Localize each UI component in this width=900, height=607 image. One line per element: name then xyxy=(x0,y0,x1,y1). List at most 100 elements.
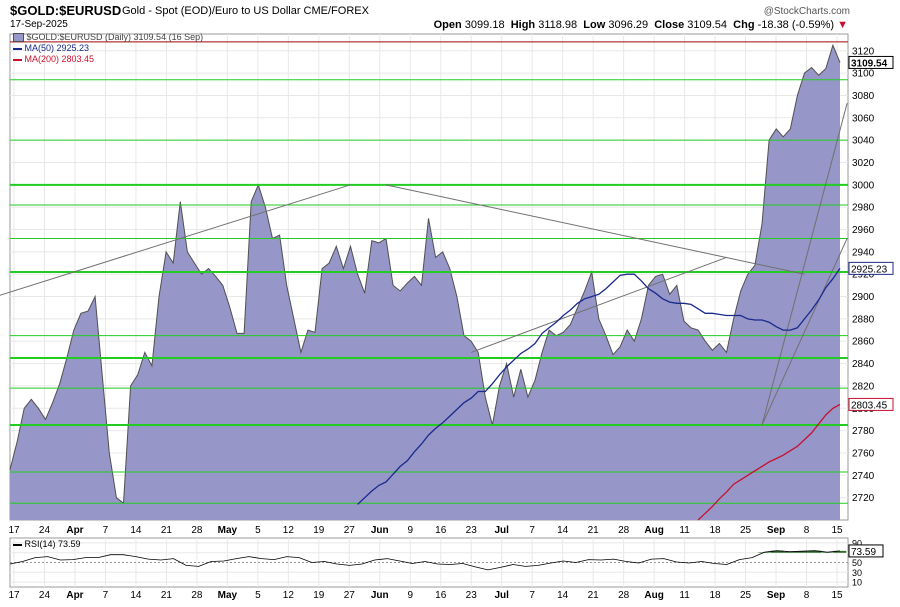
rsi-y-tick-label: 10 xyxy=(852,578,862,588)
rsi-x-tick-label: Aug xyxy=(644,590,663,601)
x-tick-label: 27 xyxy=(344,525,356,536)
y-tick-label: 2840 xyxy=(852,359,875,370)
legend-ma50-label: MA(50) 2925.23 xyxy=(24,43,90,53)
y-tick-label: 2920 xyxy=(852,270,875,281)
rsi-x-tick-label: Jun xyxy=(371,590,389,601)
y-tick-label: 2720 xyxy=(852,493,875,504)
trend-line xyxy=(385,184,805,275)
high-value: 3118.98 xyxy=(538,19,578,31)
x-tick-label: 5 xyxy=(255,525,261,536)
x-tick-label: 21 xyxy=(588,525,600,536)
rsi-x-tick-label: Sep xyxy=(767,590,785,601)
rsi-y-tick-label: 50 xyxy=(852,558,862,568)
ma200-tag-box xyxy=(848,397,894,411)
chart-date: 17-Sep-2025 xyxy=(10,19,68,30)
rsi-x-tick-label: 11 xyxy=(679,590,690,601)
rsi-x-tick-label: 7 xyxy=(103,590,109,601)
rsi-y-tick-label: 30 xyxy=(852,568,862,578)
trend-line xyxy=(761,238,848,426)
low-value: 3096.29 xyxy=(608,19,649,31)
x-tick-label: 7 xyxy=(529,525,535,536)
rsi-x-tick-label: Jul xyxy=(494,590,509,601)
symbol-title: $GOLD:$EURUSD xyxy=(10,3,122,18)
y-tick-label: 2960 xyxy=(852,225,875,236)
x-tick-label: May xyxy=(218,525,238,536)
rsi-x-tick-label: 25 xyxy=(740,590,752,601)
legend-ma200: MA(200) 2803.45 xyxy=(13,54,94,64)
y-tick-label: 3120 xyxy=(852,46,875,57)
ma50-swatch-icon xyxy=(13,47,22,50)
legend-main-label: $GOLD:$EURUSD (Daily) 3109.54 (16 Sep) xyxy=(26,32,204,42)
x-tick-label: 17 xyxy=(8,525,20,536)
rsi-x-tick-label: 19 xyxy=(313,590,325,601)
y-tick-label: 2780 xyxy=(852,426,875,437)
rsi-x-tick-label: 15 xyxy=(831,590,843,601)
x-tick-label: Jun xyxy=(371,525,389,536)
rsi-x-tick-label: 12 xyxy=(283,590,295,601)
ma200-line xyxy=(697,403,841,521)
x-tick-label: 25 xyxy=(740,525,752,536)
rsi-x-tick-label: 9 xyxy=(407,590,413,601)
x-tick-label: 8 xyxy=(804,525,810,536)
ohlc-readout: Open 3099.18 High 3118.98 Low 3096.29 Cl… xyxy=(434,19,848,31)
x-tick-label: 18 xyxy=(710,525,722,536)
x-tick-label: 7 xyxy=(103,525,109,536)
trend-line xyxy=(761,103,848,426)
stockcharts-credit: @StockCharts.com xyxy=(763,6,850,17)
x-tick-label: Apr xyxy=(66,525,83,536)
down-arrow-icon: ▼ xyxy=(837,19,848,31)
rsi-x-tick-label: 14 xyxy=(557,590,569,601)
x-tick-label: 11 xyxy=(679,525,690,536)
chg-label: Chg xyxy=(733,19,755,31)
y-tick-label: 2940 xyxy=(852,247,875,258)
rsi-x-tick-label: 28 xyxy=(618,590,630,601)
open-label: Open xyxy=(433,19,462,31)
rsi-x-tick-label: Apr xyxy=(66,590,83,601)
close-tag-box xyxy=(848,55,894,69)
y-tick-label: 3020 xyxy=(852,158,875,169)
trend-line xyxy=(0,184,351,296)
ma50-tag: 2925.23 xyxy=(851,264,888,275)
x-tick-label: 9 xyxy=(407,525,413,536)
x-tick-label: 16 xyxy=(435,525,447,536)
rsi-x-tick-label: 21 xyxy=(161,590,173,601)
ma50-tag-box xyxy=(848,261,894,275)
x-tick-label: 14 xyxy=(130,525,142,536)
low-label: Low xyxy=(583,19,606,31)
y-tick-label: 2860 xyxy=(852,337,875,348)
y-tick-label: 3100 xyxy=(852,69,875,80)
rsi-y-tick-label: 90 xyxy=(852,538,862,548)
y-tick-label: 2900 xyxy=(852,292,875,303)
x-tick-label: 12 xyxy=(283,525,295,536)
y-tick-label: 2740 xyxy=(852,471,875,482)
ma200-swatch-icon xyxy=(13,58,22,61)
x-tick-label: 23 xyxy=(466,525,478,536)
ma200-tag: 2803.45 xyxy=(851,400,888,411)
y-tick-label: 2980 xyxy=(852,203,875,214)
rsi-tag-box xyxy=(848,544,884,558)
x-tick-label: Aug xyxy=(644,525,663,536)
y-tick-label: 2760 xyxy=(852,448,875,459)
ma50-line xyxy=(357,268,841,505)
rsi-x-tick-label: 17 xyxy=(8,590,20,601)
x-tick-label: 28 xyxy=(191,525,203,536)
rsi-x-tick-label: 21 xyxy=(588,590,600,601)
close-label: Close xyxy=(654,19,685,31)
rsi-x-tick-label: 28 xyxy=(191,590,203,601)
x-tick-label: Sep xyxy=(767,525,785,536)
rsi-x-tick-label: 24 xyxy=(39,590,51,601)
y-tick-label: 3080 xyxy=(852,91,875,102)
x-tick-label: 14 xyxy=(557,525,569,536)
legend-ma200-label: MA(200) 2803.45 xyxy=(24,54,95,64)
rsi-x-tick-label: 14 xyxy=(130,590,142,601)
legend-ma50: MA(50) 2925.23 xyxy=(13,43,89,53)
legend-rsi-label: RSI(14) 73.59 xyxy=(24,539,81,549)
high-label: High xyxy=(510,19,536,31)
rsi-swatch-icon xyxy=(13,543,22,546)
rsi-x-tick-label: 8 xyxy=(804,590,810,601)
x-tick-label: 24 xyxy=(39,525,51,536)
y-tick-label: 2880 xyxy=(852,314,875,325)
y-tick-label: 3040 xyxy=(852,136,875,147)
area-swatch-icon xyxy=(13,33,24,43)
